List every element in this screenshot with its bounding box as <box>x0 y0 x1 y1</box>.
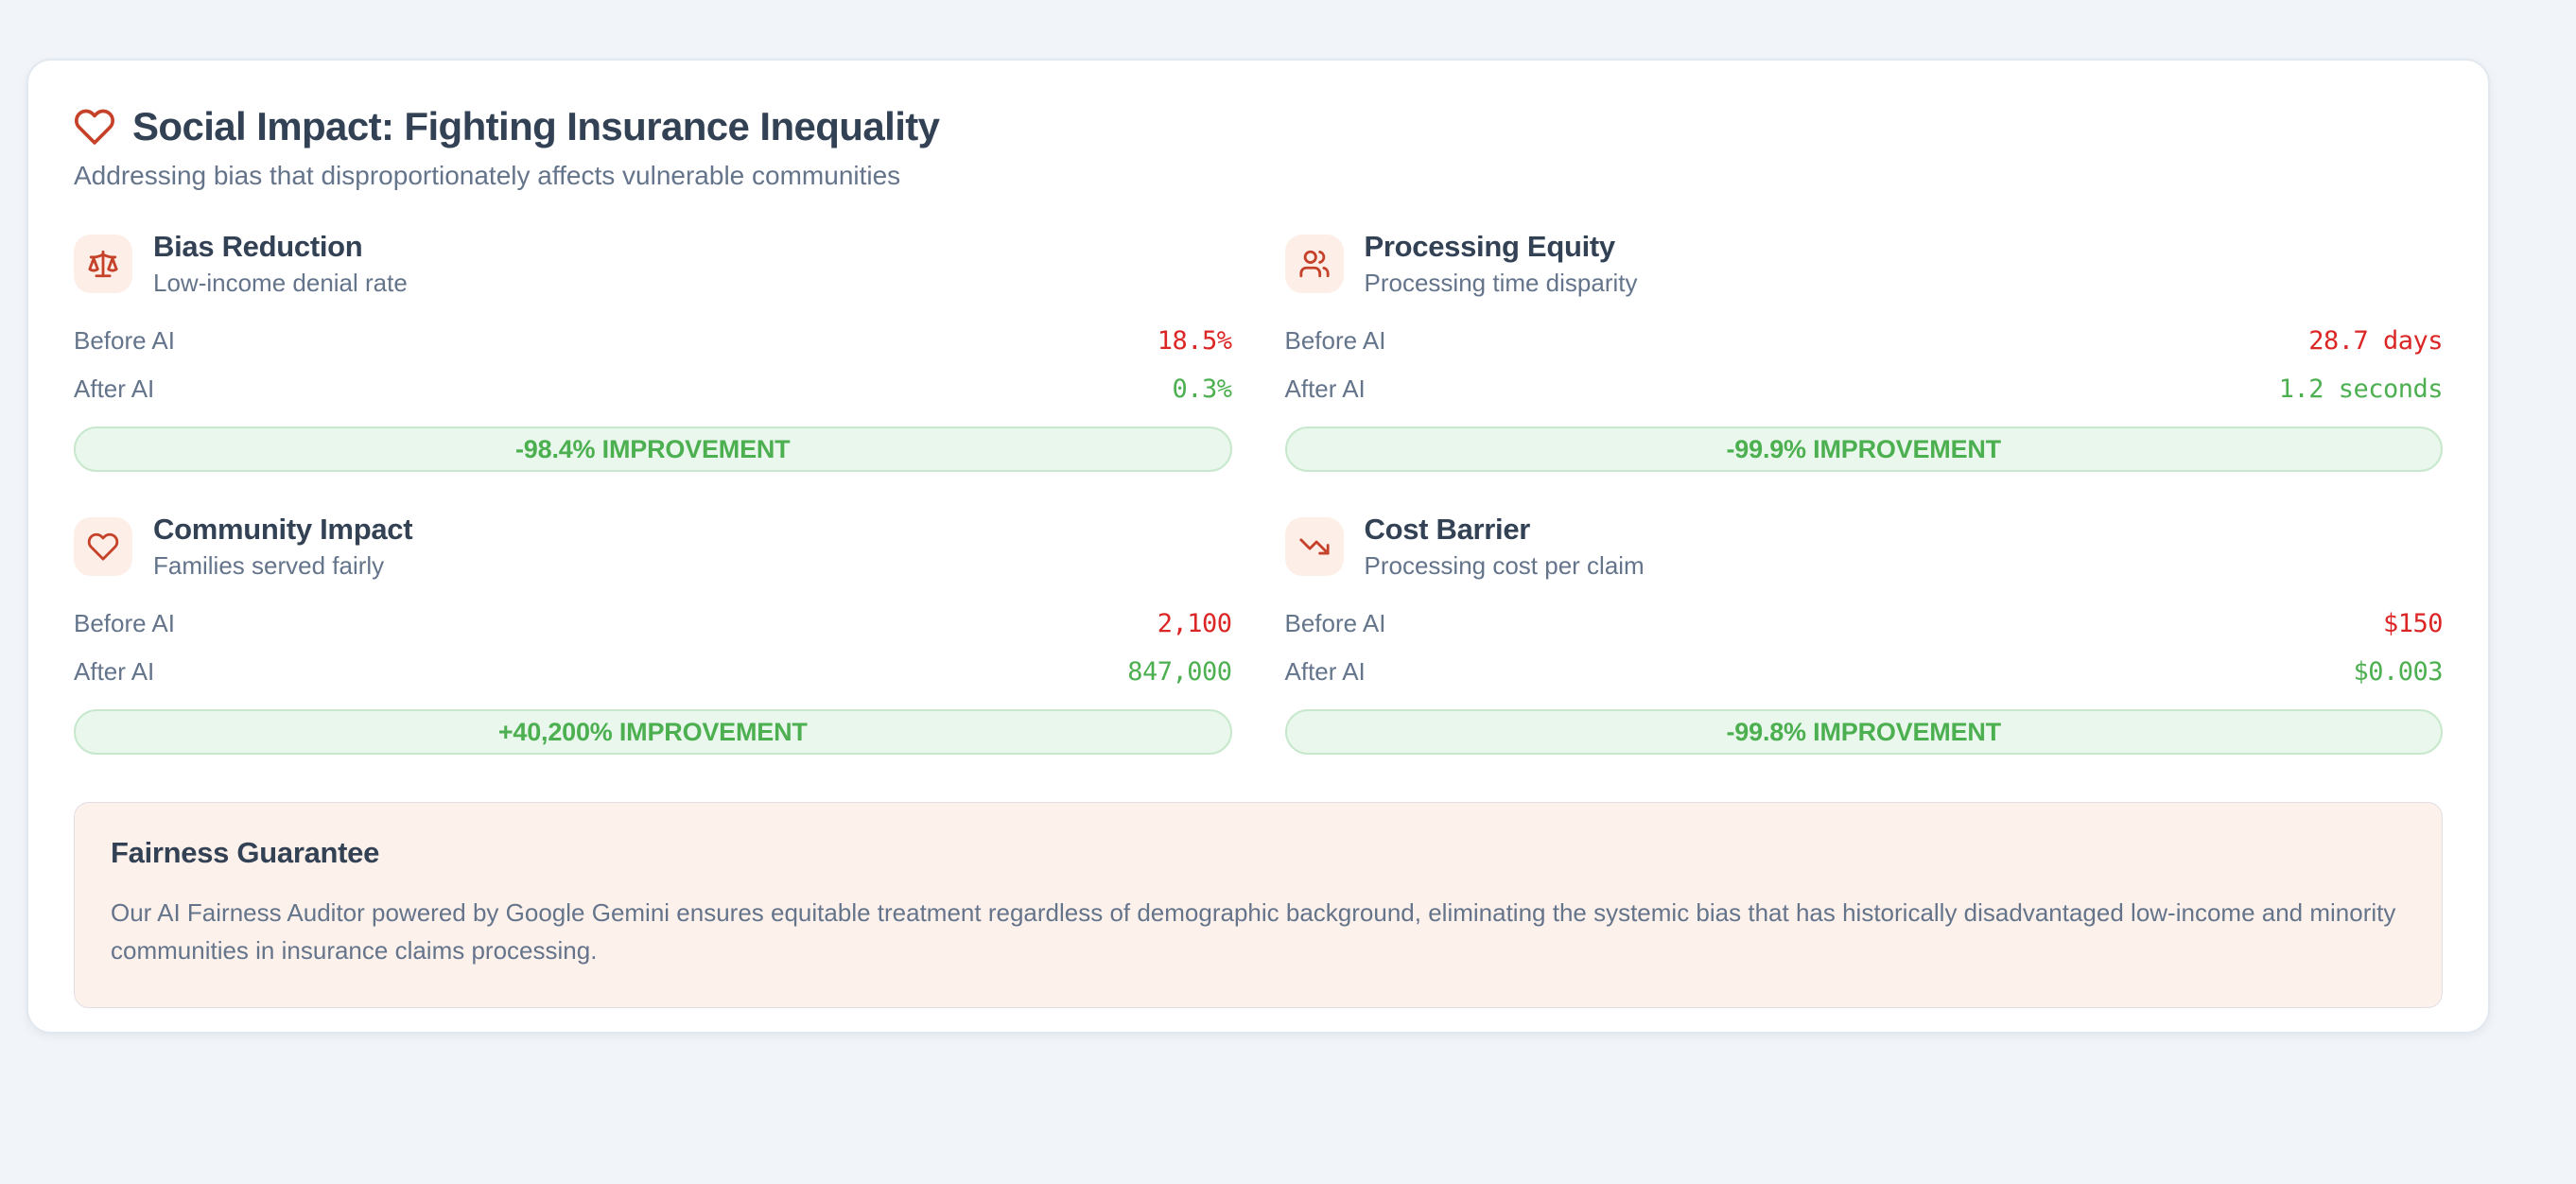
before-ai-label: Before AI <box>74 609 175 637</box>
before-ai-value: 28.7 days <box>2308 326 2443 356</box>
before-ai-row: Before AI 28.7 days <box>1285 317 2444 365</box>
after-ai-label: After AI <box>1284 374 1366 403</box>
fairness-guarantee-panel: Fairness Guarantee Our AI Fairness Audit… <box>74 802 2443 1008</box>
metric-title: Bias Reduction <box>153 230 363 263</box>
improvement-badge: -99.8% IMPROVEMENT <box>1284 709 2443 755</box>
metric-card-bias-reduction: Bias Reduction Low-income denial rate Be… <box>74 231 1232 472</box>
after-ai-value: 0.3% <box>1172 374 1232 404</box>
after-ai-row: After AI 847,000 <box>74 648 1232 696</box>
page-subtitle: Addressing bias that disproportionately … <box>74 161 901 190</box>
metrics-grid: Bias Reduction Low-income denial rate Be… <box>74 230 2444 755</box>
after-ai-row: After AI 0.3% <box>74 365 1232 413</box>
after-ai-row: After AI 1.2 seconds <box>1285 365 2444 413</box>
before-ai-label: Before AI <box>1284 609 1386 637</box>
metric-subtitle: Processing cost per claim <box>1364 551 1645 580</box>
trending-down-icon <box>1284 516 1344 576</box>
after-ai-value: 847,000 <box>1127 657 1232 687</box>
after-ai-row: After AI $0.003 <box>1285 648 2444 696</box>
before-ai-label: Before AI <box>1284 326 1386 355</box>
before-ai-value: 18.5% <box>1157 326 1232 356</box>
page-title: Social Impact: Fighting Insurance Inequa… <box>132 104 940 148</box>
users-icon <box>1284 234 1344 293</box>
scale-icon <box>74 234 132 293</box>
metric-card-community-impact: Community Impact Families served fairly … <box>74 514 1232 755</box>
before-ai-value: 2,100 <box>1157 609 1232 638</box>
metric-subtitle: Families served fairly <box>153 551 385 580</box>
metric-title: Community Impact <box>153 513 413 546</box>
improvement-badge: -98.4% IMPROVEMENT <box>74 427 1232 472</box>
before-ai-label: Before AI <box>74 326 175 355</box>
metric-title: Processing Equity <box>1364 230 1616 263</box>
after-ai-label: After AI <box>1284 657 1366 686</box>
after-ai-label: After AI <box>74 374 155 403</box>
heart-icon <box>75 109 114 145</box>
after-ai-label: After AI <box>74 657 155 686</box>
before-ai-row: Before AI $150 <box>1285 600 2444 648</box>
before-ai-value: $150 <box>2382 609 2444 638</box>
improvement-badge: -99.9% IMPROVEMENT <box>1284 427 2443 472</box>
metric-subtitle: Low-income denial rate <box>153 269 408 297</box>
metric-card-processing-equity: Processing Equity Processing time dispar… <box>1284 230 2444 472</box>
before-ai-row: Before AI 18.5% <box>74 317 1232 365</box>
card-header: Social Impact: Fighting Insurance Inequa… <box>74 104 2443 191</box>
after-ai-value: 1.2 seconds <box>2278 374 2444 404</box>
before-ai-row: Before AI 2,100 <box>74 600 1232 648</box>
metric-subtitle: Processing time disparity <box>1364 269 1638 297</box>
fairness-guarantee-title: Fairness Guarantee <box>111 836 380 869</box>
improvement-badge: +40,200% IMPROVEMENT <box>74 709 1232 755</box>
social-impact-card: Social Impact: Fighting Insurance Inequa… <box>26 59 2490 1034</box>
after-ai-value: $0.003 <box>2353 657 2443 687</box>
metric-card-cost-barrier: Cost Barrier Processing cost per claim B… <box>1284 513 2444 755</box>
heart-icon <box>74 516 132 576</box>
fairness-guarantee-body: Our AI Fairness Auditor powered by Googl… <box>111 898 2396 965</box>
metric-title: Cost Barrier <box>1364 513 1531 546</box>
